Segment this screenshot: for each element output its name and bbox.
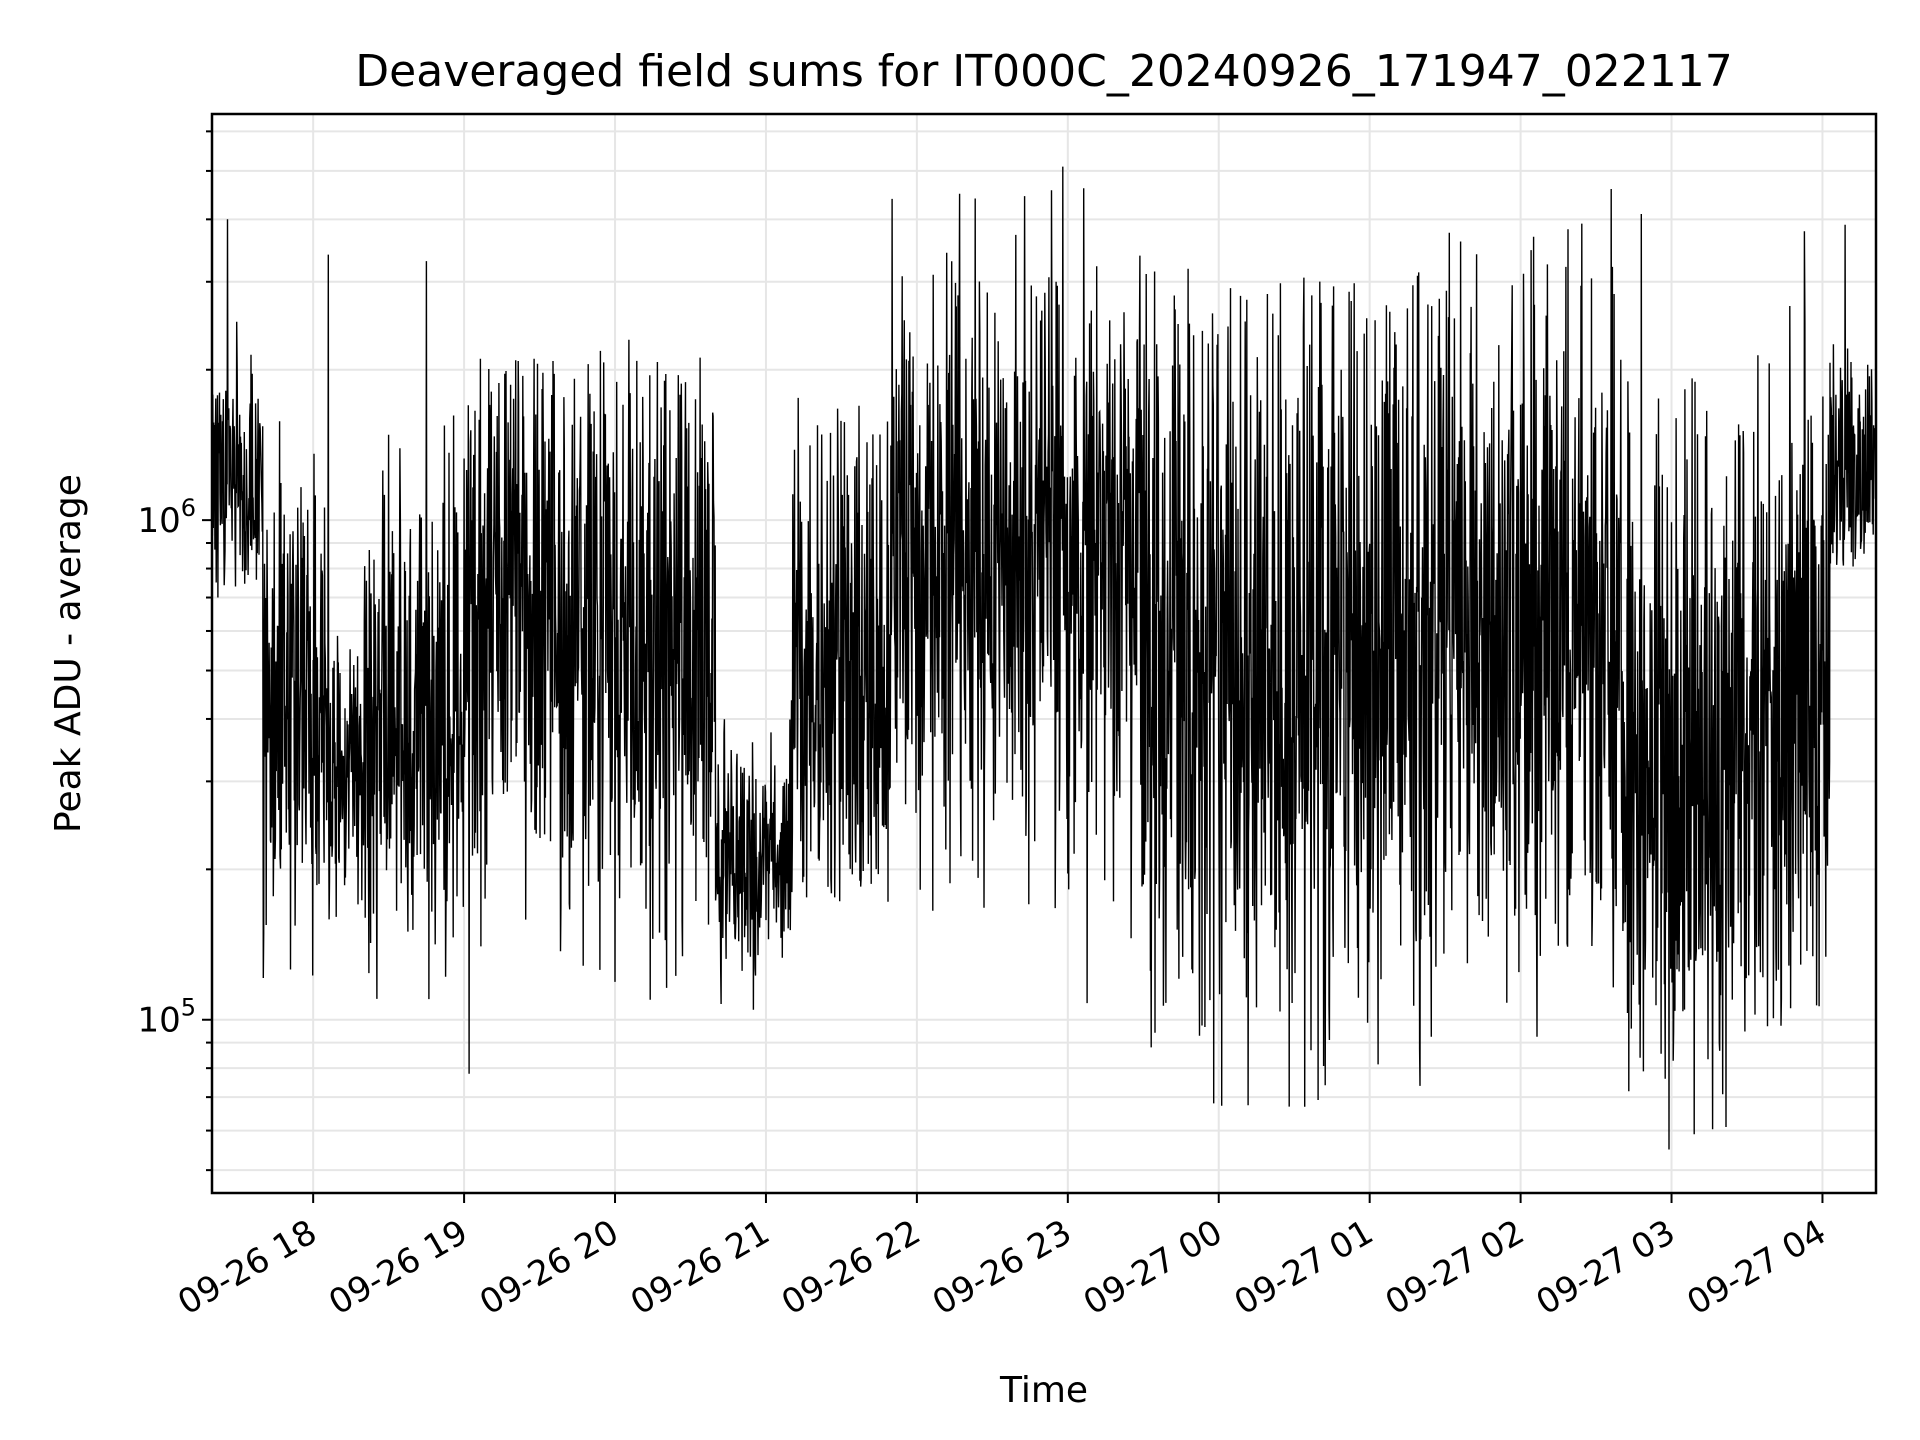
y-axis-label: Peak ADU - average (48, 474, 89, 833)
series-line (211, 166, 1877, 1150)
chart-title: Deaveraged field sums for IT000C_2024092… (355, 46, 1732, 97)
series-layer (211, 166, 1877, 1150)
y-tick-label: 105 (137, 994, 196, 1041)
plot-frame (210, 112, 1878, 1195)
x-axis-label: Time (999, 1370, 1088, 1411)
y-tick-label: 106 (137, 494, 196, 541)
